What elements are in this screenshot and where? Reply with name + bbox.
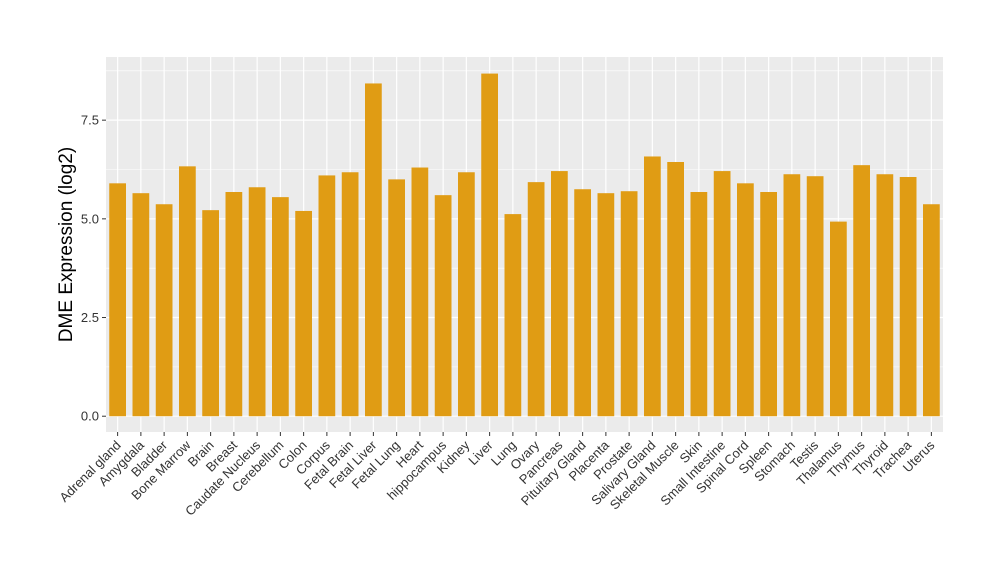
- bar: [574, 189, 591, 417]
- bar: [853, 165, 870, 417]
- bar: [248, 187, 266, 417]
- bar: [899, 177, 917, 417]
- y-tick-label: 7.5: [81, 113, 99, 128]
- bar: [806, 176, 824, 417]
- bar: [341, 172, 359, 417]
- bar: [179, 166, 196, 417]
- bar: [434, 195, 452, 417]
- bar: [737, 183, 754, 417]
- bar: [760, 192, 777, 417]
- bar: [225, 192, 243, 417]
- bar: [295, 210, 312, 417]
- bar: [644, 156, 661, 417]
- bar: [713, 171, 731, 417]
- y-tick-label: 0.0: [81, 409, 99, 424]
- bar: [272, 197, 289, 417]
- bar: [411, 167, 429, 417]
- bar: [481, 73, 498, 417]
- bar: [202, 210, 219, 417]
- bar: [155, 204, 173, 417]
- plot-panel: [106, 57, 943, 432]
- y-axis: 0.0 2.5 5.0 7.5: [81, 113, 106, 424]
- bar: [876, 174, 894, 417]
- bar: [551, 171, 568, 417]
- bar: [458, 172, 475, 417]
- bar: [365, 83, 382, 417]
- bar: [597, 193, 615, 417]
- bar: [388, 179, 405, 417]
- bar: [690, 192, 708, 417]
- bar: [527, 182, 545, 417]
- x-tick-label: Liver: [465, 437, 496, 468]
- y-axis-title: DME Expression (log2): [56, 147, 77, 342]
- bar: [667, 162, 684, 417]
- bar: [132, 193, 150, 417]
- bar: [923, 204, 940, 417]
- y-tick-label: 2.5: [81, 310, 99, 325]
- bar: [620, 191, 638, 417]
- bar: [109, 183, 126, 417]
- bar: [318, 175, 336, 417]
- bars: [109, 73, 940, 417]
- y-tick-label: 5.0: [81, 211, 99, 226]
- bar: [504, 214, 522, 417]
- bar: [830, 221, 847, 417]
- bar: [783, 174, 801, 417]
